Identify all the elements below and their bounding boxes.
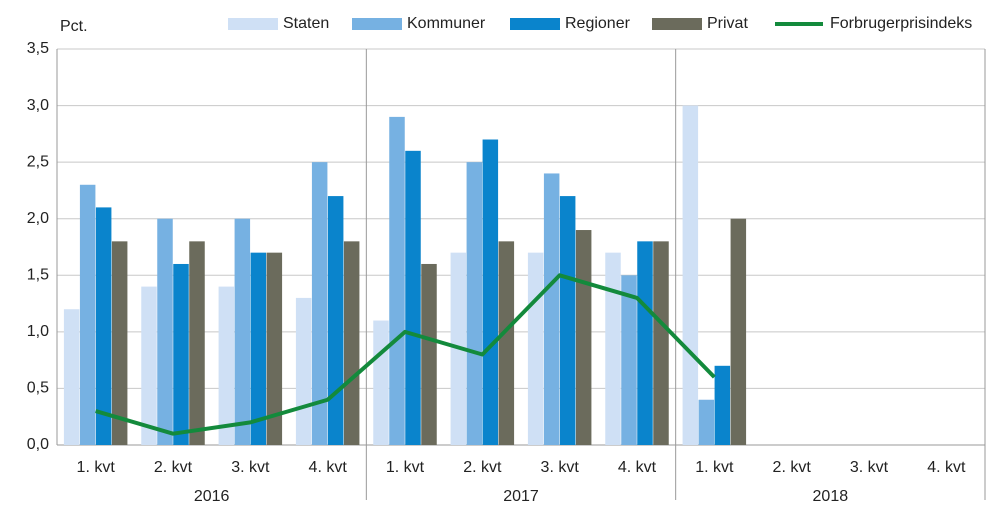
bar bbox=[543, 173, 560, 445]
group-label: 2017 bbox=[503, 488, 539, 505]
bar bbox=[682, 105, 699, 446]
bar bbox=[141, 286, 157, 445]
legend-swatch bbox=[652, 18, 702, 30]
bar bbox=[498, 241, 515, 445]
bar bbox=[559, 196, 576, 445]
y-tick-label: 2,0 bbox=[27, 210, 49, 227]
y-tick-label: 3,0 bbox=[27, 97, 49, 114]
legend-label: Kommuner bbox=[407, 15, 486, 32]
x-tick-label: 3. kvt bbox=[850, 459, 889, 476]
bar bbox=[63, 309, 80, 445]
x-tick-label: 4. kvt bbox=[309, 459, 348, 476]
x-tick-label: 4. kvt bbox=[618, 459, 657, 476]
bar bbox=[189, 241, 205, 445]
bar bbox=[343, 241, 360, 445]
legend-label: Privat bbox=[707, 15, 748, 32]
x-tick-label: 1. kvt bbox=[77, 459, 116, 476]
y-tick-label: 1,5 bbox=[27, 267, 49, 284]
x-tick-label: 2. kvt bbox=[154, 459, 193, 476]
legend-label: Regioner bbox=[565, 15, 631, 32]
bar bbox=[266, 252, 283, 445]
bar bbox=[527, 252, 544, 445]
bar bbox=[389, 116, 405, 445]
bar bbox=[421, 263, 437, 445]
legend-label: Staten bbox=[283, 15, 329, 32]
bar bbox=[311, 162, 328, 445]
group-label: 2018 bbox=[813, 488, 849, 505]
bar bbox=[605, 252, 621, 445]
y-tick-label: 3,5 bbox=[27, 40, 49, 57]
legend-label: Forbrugerprisindeks bbox=[830, 15, 972, 32]
bar bbox=[95, 207, 112, 445]
bar bbox=[79, 184, 96, 445]
bar bbox=[327, 196, 344, 445]
x-tick-label: 4. kvt bbox=[927, 459, 966, 476]
legend-swatch bbox=[228, 18, 278, 30]
bar bbox=[482, 139, 499, 445]
x-tick-label: 2. kvt bbox=[773, 459, 812, 476]
bar bbox=[698, 399, 715, 445]
line bbox=[95, 273, 716, 436]
x-tick-label: 1. kvt bbox=[695, 459, 734, 476]
bar bbox=[466, 162, 483, 445]
y-tick-label: 0,5 bbox=[27, 380, 49, 397]
bar bbox=[653, 241, 669, 445]
group-label: 2016 bbox=[194, 488, 230, 505]
bar bbox=[250, 252, 267, 445]
y-tick-label: 0,0 bbox=[27, 436, 49, 453]
bar bbox=[730, 218, 747, 445]
y-tick-label: 2,5 bbox=[27, 153, 49, 170]
bar bbox=[111, 241, 128, 445]
bar bbox=[637, 241, 653, 445]
x-tick-label: 1. kvt bbox=[386, 459, 425, 476]
y-tick-label: 1,0 bbox=[27, 323, 49, 340]
legend-swatch bbox=[352, 18, 402, 30]
legend-swatch bbox=[510, 18, 560, 30]
x-tick-label: 2. kvt bbox=[463, 459, 502, 476]
bar bbox=[621, 275, 637, 445]
bar bbox=[173, 263, 189, 445]
bar bbox=[234, 218, 251, 445]
x-tick-label: 3. kvt bbox=[231, 459, 270, 476]
bar bbox=[405, 150, 421, 446]
bar bbox=[373, 320, 389, 445]
bar bbox=[218, 286, 235, 445]
y-axis-label: Pct. bbox=[60, 18, 88, 35]
bar bbox=[157, 218, 173, 445]
bar bbox=[714, 365, 731, 445]
bar bbox=[575, 230, 592, 445]
x-tick-label: 3. kvt bbox=[541, 459, 580, 476]
bar bbox=[295, 297, 312, 445]
